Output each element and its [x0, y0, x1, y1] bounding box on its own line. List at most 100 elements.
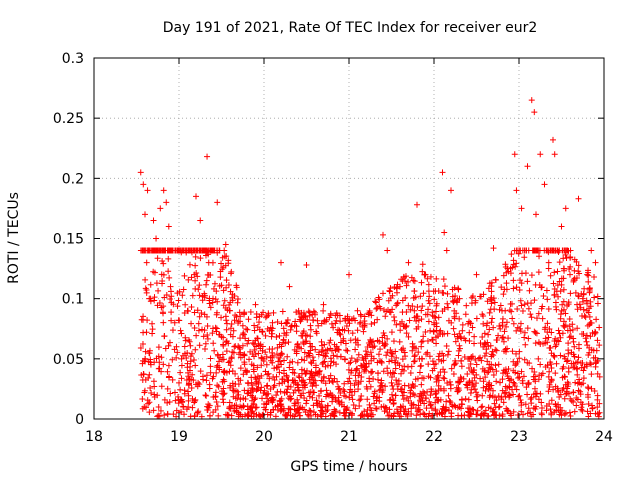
data-point — [539, 370, 546, 377]
data-point — [426, 398, 433, 405]
data-point — [140, 329, 147, 336]
data-point — [358, 392, 365, 399]
data-point — [303, 400, 310, 407]
data-point — [375, 351, 382, 358]
data-point — [589, 402, 596, 409]
data-point — [421, 400, 428, 407]
data-point — [259, 395, 266, 402]
data-point — [542, 340, 549, 347]
data-point — [177, 369, 184, 376]
data-point — [492, 277, 499, 284]
data-point — [504, 265, 511, 272]
data-point — [532, 329, 539, 336]
data-point — [555, 327, 562, 334]
data-point — [401, 363, 408, 370]
data-point — [593, 359, 600, 366]
data-point — [186, 338, 193, 345]
data-point — [263, 400, 270, 407]
data-point — [248, 361, 255, 368]
data-point — [226, 399, 233, 406]
data-point — [154, 255, 161, 262]
data-point — [247, 309, 254, 316]
data-point — [310, 372, 317, 379]
data-point — [420, 333, 427, 340]
data-point — [320, 352, 327, 359]
data-point — [593, 316, 600, 323]
data-point — [249, 394, 256, 401]
data-point — [580, 298, 587, 305]
data-point — [420, 290, 427, 297]
data-point — [451, 315, 458, 322]
data-point — [560, 286, 567, 293]
data-point — [168, 317, 175, 324]
data-point — [234, 388, 241, 395]
data-point — [433, 376, 440, 383]
data-point — [392, 365, 399, 372]
data-point — [447, 381, 454, 388]
data-point — [278, 320, 285, 327]
data-point — [491, 306, 498, 313]
data-point — [498, 284, 505, 291]
data-point — [448, 187, 454, 194]
data-point — [333, 361, 340, 368]
data-point — [499, 335, 506, 342]
data-point — [369, 368, 376, 375]
data-point — [285, 383, 292, 390]
data-point — [237, 396, 244, 403]
data-point — [587, 333, 594, 340]
data-point — [393, 321, 400, 328]
data-point — [408, 405, 415, 412]
data-point — [512, 362, 519, 369]
data-point — [492, 362, 499, 369]
data-point — [221, 367, 228, 374]
data-point — [462, 337, 469, 344]
data-point — [513, 327, 520, 334]
data-point — [524, 163, 531, 170]
data-point — [463, 302, 470, 309]
data-point — [257, 345, 264, 352]
data-point — [229, 368, 236, 375]
data-point — [518, 368, 525, 375]
data-point — [328, 358, 335, 365]
data-point — [465, 409, 472, 416]
data-point — [467, 320, 474, 327]
data-point — [579, 401, 586, 408]
data-point — [514, 324, 521, 331]
data-point — [324, 406, 331, 413]
data-point — [281, 378, 288, 385]
data-point — [574, 396, 581, 403]
data-point — [511, 151, 518, 158]
data-point — [187, 363, 194, 370]
data-point — [486, 309, 493, 316]
data-point — [192, 262, 199, 269]
data-point — [213, 311, 220, 318]
data-point — [557, 311, 564, 318]
data-point — [588, 319, 595, 326]
data-point — [550, 136, 556, 143]
data-point — [539, 303, 546, 310]
data-point — [410, 277, 417, 284]
data-point — [137, 169, 144, 176]
data-point — [378, 358, 385, 365]
data-point — [190, 357, 197, 364]
data-point — [160, 260, 167, 267]
data-point — [443, 406, 450, 413]
data-point — [218, 260, 225, 267]
data-point — [215, 383, 222, 390]
data-point — [402, 278, 409, 285]
data-point — [291, 346, 298, 353]
data-point — [312, 362, 319, 369]
data-point — [587, 410, 594, 417]
data-point — [496, 323, 503, 330]
data-point — [544, 296, 551, 303]
data-point — [386, 412, 393, 419]
data-point — [425, 413, 432, 420]
data-point — [584, 300, 591, 307]
data-point — [565, 390, 572, 397]
data-point — [520, 411, 527, 418]
data-point — [545, 265, 552, 272]
data-point — [377, 346, 384, 353]
data-point — [503, 348, 510, 355]
data-point — [480, 384, 487, 391]
data-point — [277, 388, 284, 395]
